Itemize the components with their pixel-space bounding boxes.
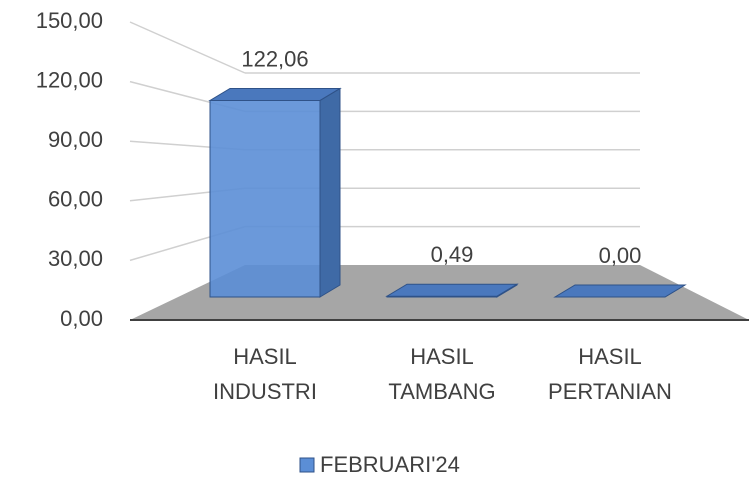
bar xyxy=(553,284,687,298)
x-tick-line: HASIL xyxy=(233,344,297,369)
x-tick-label: HASIL PERTANIAN xyxy=(548,344,672,404)
bar-side xyxy=(319,87,341,298)
x-tick-line: PERTANIAN xyxy=(548,379,672,404)
x-tick-label: HASIL INDUSTRI xyxy=(213,344,317,404)
x-tick-label: HASIL TAMBANG xyxy=(388,344,495,404)
y-tick-label: 120,00 xyxy=(36,67,103,92)
grid-line xyxy=(129,21,246,74)
bar-top xyxy=(385,283,519,297)
bar xyxy=(208,87,342,298)
data-label: 0,00 xyxy=(599,243,642,268)
data-label: 0,49 xyxy=(431,242,474,267)
x-tick-line: HASIL xyxy=(410,344,474,369)
legend-label: FEBRUARI'24 xyxy=(320,452,460,477)
y-tick-label: 60,00 xyxy=(48,187,103,212)
data-label: 122,06 xyxy=(241,46,308,71)
y-tick-label: 0,00 xyxy=(60,306,103,331)
y-tick-label: 90,00 xyxy=(48,127,103,152)
bar-front xyxy=(209,99,321,298)
bar-top xyxy=(208,87,342,101)
x-tick-line: INDUSTRI xyxy=(213,379,317,404)
y-tick-label: 150,00 xyxy=(36,8,103,33)
bar-top xyxy=(553,284,687,298)
x-tick-line: TAMBANG xyxy=(388,379,495,404)
bar xyxy=(385,283,519,298)
x-tick-line: HASIL xyxy=(578,344,642,369)
y-tick-label: 30,00 xyxy=(48,246,103,271)
legend-swatch xyxy=(299,457,315,473)
